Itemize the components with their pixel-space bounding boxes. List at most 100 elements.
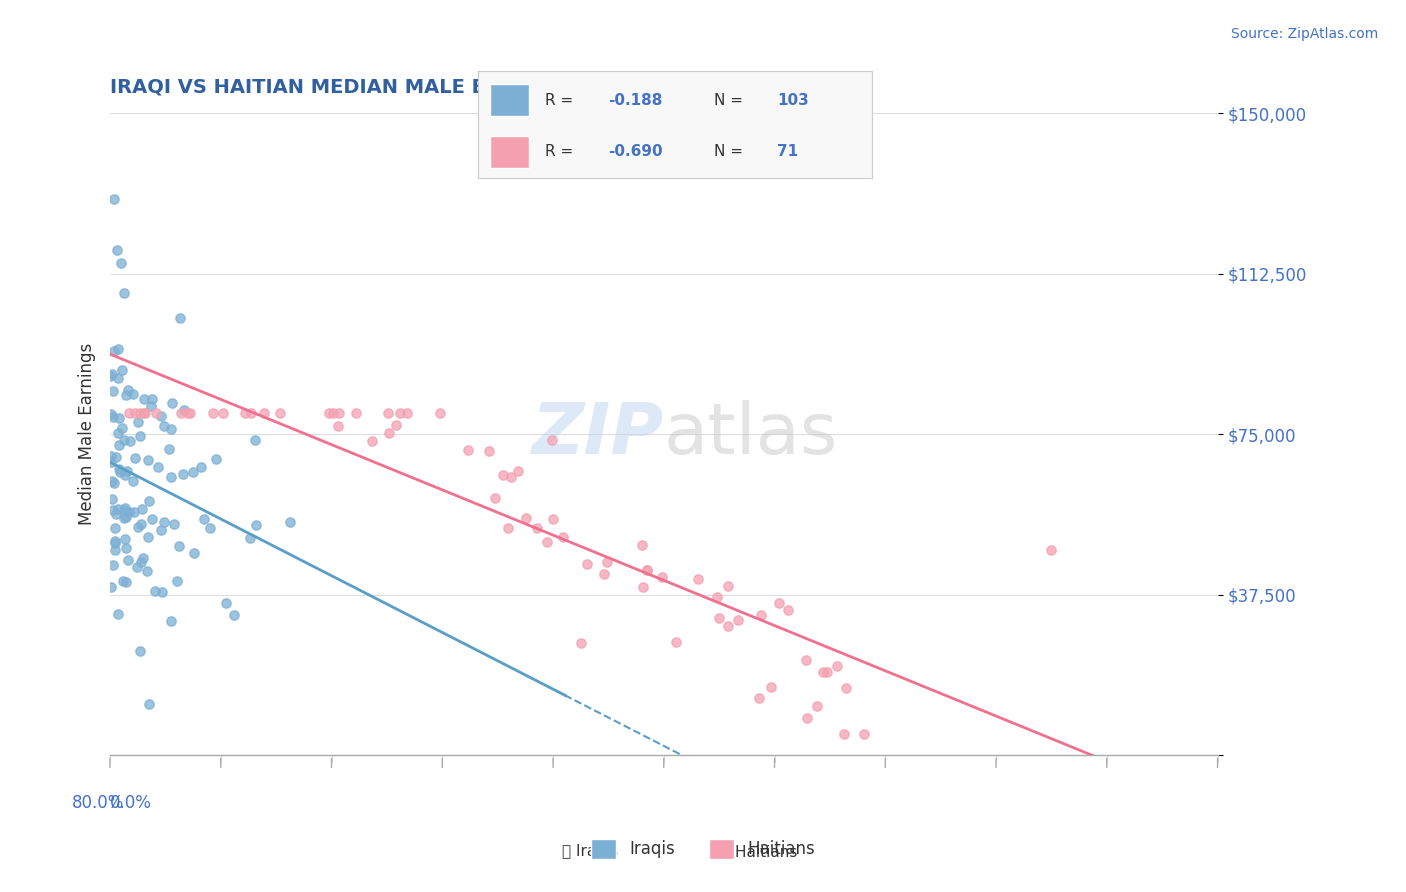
Haitians — [177, 406, 200, 420]
Iraqis — [122, 474, 145, 488]
Haitians — [132, 406, 155, 420]
Haitians — [515, 511, 537, 525]
Iraqis — [103, 192, 125, 206]
Haitians — [815, 665, 838, 679]
Iraqis — [172, 467, 194, 481]
Haitians — [201, 406, 224, 420]
Iraqis — [120, 434, 142, 448]
Haitians — [636, 563, 658, 577]
Iraqis — [215, 596, 238, 610]
Iraqis — [101, 410, 124, 425]
Haitians — [794, 653, 817, 667]
Iraqis — [198, 521, 221, 535]
Haitians — [179, 406, 201, 420]
Haitians — [536, 535, 558, 549]
Iraqis — [153, 515, 176, 529]
Iraqis — [104, 534, 127, 549]
Haitians — [506, 464, 529, 478]
Text: 80.0%: 80.0% — [72, 794, 124, 812]
Iraqis — [193, 511, 215, 525]
Haitians — [145, 406, 167, 420]
Text: Source: ZipAtlas.com: Source: ZipAtlas.com — [1230, 27, 1378, 41]
Iraqis — [103, 503, 125, 517]
Iraqis — [108, 465, 131, 479]
Iraqis — [136, 453, 159, 467]
Iraqis — [141, 392, 163, 406]
Iraqis — [112, 433, 135, 447]
Haitians — [1040, 542, 1063, 557]
Haitians — [389, 406, 412, 420]
Text: ZIP: ZIP — [531, 400, 664, 469]
Iraqis — [118, 505, 141, 519]
Haitians — [727, 613, 749, 627]
Iraqis — [173, 403, 195, 417]
Haitians — [239, 406, 262, 420]
Iraqis — [160, 422, 183, 436]
Iraqis — [183, 546, 205, 560]
Haitians — [631, 537, 654, 551]
Iraqis — [107, 371, 129, 385]
Haitians — [129, 406, 152, 420]
Iraqis — [110, 256, 132, 270]
Iraqis — [114, 388, 136, 402]
Iraqis — [101, 491, 124, 506]
Iraqis — [160, 470, 183, 484]
Iraqis — [114, 541, 136, 555]
Haitians — [322, 406, 344, 420]
Haitians — [551, 530, 574, 544]
Iraqis — [107, 607, 129, 621]
Iraqis — [122, 505, 145, 519]
Iraqis — [131, 501, 153, 516]
Haitians — [170, 406, 193, 420]
Iraqis — [108, 462, 131, 476]
Haitians — [429, 406, 451, 420]
Haitians — [716, 579, 738, 593]
Iraqis — [117, 553, 139, 567]
Iraqis — [167, 539, 190, 553]
Haitians — [253, 406, 276, 420]
Iraqis — [112, 574, 135, 589]
Haitians — [686, 572, 709, 586]
Iraqis — [105, 507, 128, 521]
Haitians — [134, 406, 156, 420]
Iraqis — [129, 516, 152, 531]
Haitians — [477, 444, 499, 458]
Text: ⬜ Iraqis: ⬜ Iraqis — [562, 845, 619, 859]
Iraqis — [100, 407, 122, 421]
Iraqis — [136, 564, 159, 578]
Iraqis — [117, 383, 139, 397]
Haitians — [526, 521, 548, 535]
Iraqis — [107, 426, 129, 441]
Iraqis — [222, 607, 245, 622]
Iraqis — [132, 551, 155, 566]
Iraqis — [101, 475, 124, 489]
Iraqis — [100, 455, 122, 469]
Text: 0.0%: 0.0% — [110, 794, 152, 812]
Iraqis — [139, 399, 162, 413]
Iraqis — [157, 442, 180, 457]
Iraqis — [138, 493, 160, 508]
Haitians — [631, 580, 654, 594]
Iraqis — [107, 342, 129, 356]
Iraqis — [134, 392, 156, 407]
Iraqis — [190, 459, 212, 474]
Haitians — [759, 680, 782, 694]
Haitians — [377, 425, 399, 440]
Y-axis label: Median Male Earnings: Median Male Earnings — [79, 343, 96, 525]
Iraqis — [105, 450, 128, 465]
Iraqis — [125, 560, 148, 574]
Iraqis — [150, 585, 173, 599]
Iraqis — [111, 421, 134, 435]
Haitians — [825, 659, 848, 673]
Iraqis — [143, 583, 166, 598]
Haitians — [852, 727, 875, 741]
Iraqis — [104, 521, 127, 535]
Iraqis — [129, 555, 152, 569]
Text: R =: R = — [546, 93, 578, 108]
Haitians — [593, 566, 616, 581]
Iraqis — [101, 558, 124, 572]
Iraqis — [169, 311, 191, 326]
Haitians — [385, 418, 408, 433]
Iraqis — [153, 418, 176, 433]
Text: ⬜ Haitians: ⬜ Haitians — [721, 845, 797, 859]
